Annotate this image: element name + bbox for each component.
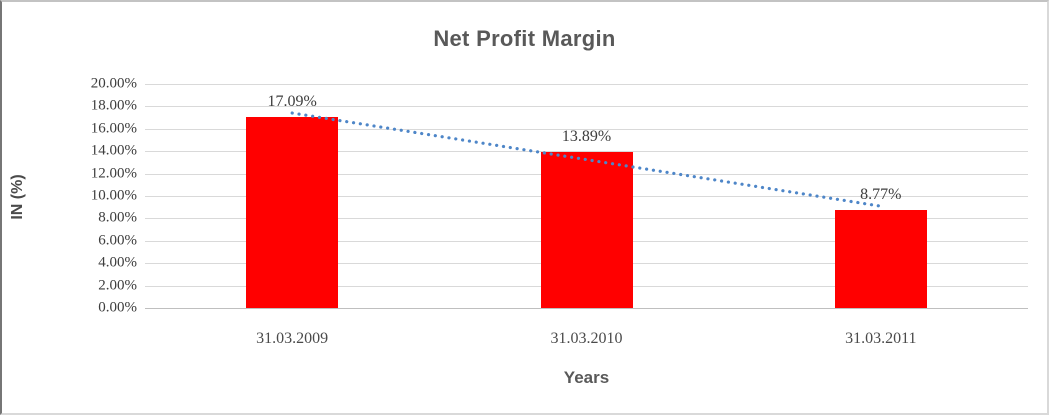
y-tick-label: 14.00% <box>90 142 137 159</box>
y-tick-label: 4.00% <box>98 254 137 271</box>
gridline <box>145 151 1028 153</box>
trendline-dotted <box>290 111 883 208</box>
bar-31.03.2011 <box>834 209 927 308</box>
data-label: 8.77% <box>860 185 902 203</box>
y-tick-label: 2.00% <box>98 277 137 294</box>
y-tick-label: 0.00% <box>98 299 137 316</box>
x-axis-title: Years <box>563 368 610 387</box>
y-tick-label: 8.00% <box>98 209 137 226</box>
bar-31.03.2009 <box>246 116 339 308</box>
bar-31.03.2010 <box>540 152 633 308</box>
y-tick-label: 12.00% <box>90 165 137 182</box>
gridline <box>145 128 1028 130</box>
trendline <box>290 111 883 208</box>
chart-title: Net Profit Margin <box>433 26 616 51</box>
gridline <box>145 84 1028 85</box>
x-tick-label: 31.03.2011 <box>845 330 917 347</box>
y-axis-title: IN (%) <box>9 174 26 220</box>
x-tick-label: 31.03.2009 <box>256 330 329 347</box>
x-axis-line <box>145 308 1028 309</box>
y-tick-label: 10.00% <box>90 187 137 204</box>
y-tick-label: 16.00% <box>90 120 137 137</box>
data-label: 17.09% <box>267 92 317 110</box>
y-tick-label: 20.00% <box>90 75 137 92</box>
x-tick-label: 31.03.2010 <box>550 330 623 347</box>
gridline <box>145 106 1028 108</box>
y-tick-label: 6.00% <box>98 232 137 249</box>
data-label: 13.89% <box>561 128 612 146</box>
plot-area: 17.09% 13.89% 8.77% <box>145 84 1028 309</box>
y-tick-label: 18.00% <box>90 97 137 114</box>
